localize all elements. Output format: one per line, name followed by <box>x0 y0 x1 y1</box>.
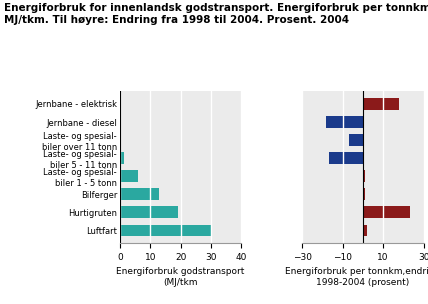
Bar <box>329 152 363 164</box>
Bar <box>120 152 125 164</box>
Bar <box>120 134 122 146</box>
X-axis label: Energiforbruk per tonnkm,endring
1998-2004 (prosent): Energiforbruk per tonnkm,endring 1998-20… <box>285 268 428 287</box>
Bar <box>363 188 365 200</box>
Bar <box>120 170 138 182</box>
Bar <box>327 116 363 128</box>
Bar <box>120 188 159 200</box>
Text: Energiforbruk for innenlandsk godstransport. Energiforbruk per tonnkm.
MJ/tkm. T: Energiforbruk for innenlandsk godstransp… <box>4 3 428 26</box>
Bar <box>120 206 178 218</box>
Bar <box>363 206 410 218</box>
Bar <box>120 116 122 128</box>
Bar <box>363 225 367 236</box>
X-axis label: Energiforbruk godstransport
(MJ/tkm: Energiforbruk godstransport (MJ/tkm <box>116 268 245 287</box>
Bar <box>120 225 211 236</box>
Bar <box>363 98 399 110</box>
Bar <box>363 170 365 182</box>
Bar <box>349 134 363 146</box>
